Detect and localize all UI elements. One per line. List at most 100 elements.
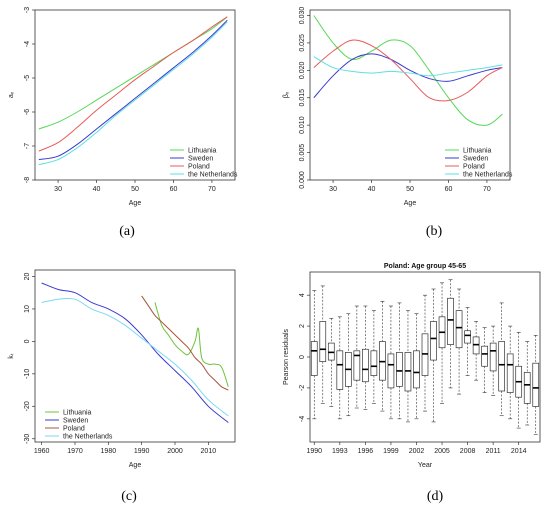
x-tick-label: 2000 xyxy=(167,448,183,455)
x-tick-label: 30 xyxy=(329,186,337,193)
x-tick-label: 1990 xyxy=(306,448,322,455)
x-tick-label: 50 xyxy=(131,186,139,193)
plot-frame xyxy=(34,9,236,181)
box-body xyxy=(336,350,344,390)
box-1998 xyxy=(379,301,386,412)
box-body xyxy=(481,345,488,367)
x-tick-label: 1970 xyxy=(67,448,83,455)
box-1997 xyxy=(370,310,378,404)
series-line-poland xyxy=(38,16,228,152)
box-2011 xyxy=(489,325,497,396)
y-tick-label: -10 xyxy=(24,369,31,379)
box-body xyxy=(447,297,454,345)
legend-label: Lithuania xyxy=(63,410,92,417)
x-tick-label: 40 xyxy=(93,186,101,193)
legend-label: Poland xyxy=(63,426,85,433)
box-2003 xyxy=(421,294,429,412)
caption-b: (b) xyxy=(425,224,443,239)
box-2015 xyxy=(523,341,531,426)
series-line-the-netherlands xyxy=(41,297,229,417)
series-line-sweden xyxy=(41,282,229,423)
box-1991 xyxy=(319,285,327,404)
box-body xyxy=(498,341,505,392)
box-body xyxy=(310,341,318,376)
x-tick-label: 60 xyxy=(445,186,453,193)
series-line-lithuania xyxy=(154,302,229,387)
y-tick-label: 10 xyxy=(24,305,31,313)
box-body xyxy=(353,350,361,381)
legend-label: Sweden xyxy=(463,156,488,163)
series-line-sweden xyxy=(38,19,228,161)
box-body xyxy=(362,348,369,383)
y-tick-label: 0.015 xyxy=(299,89,306,107)
x-axis-label: Age xyxy=(129,462,142,469)
box-1993 xyxy=(336,316,344,420)
series-line-sweden xyxy=(313,53,503,99)
x-tick-label: 2010 xyxy=(201,448,217,455)
y-axis-label: aₓ xyxy=(8,91,15,98)
box-body xyxy=(455,310,463,349)
panel-a: 30 40 50 60 70 -8 -7 -6 -5 -4 -3 Age aₓ Lithuania Swed… xyxy=(0,0,275,215)
y-tick-label: 4 xyxy=(299,293,306,297)
legend-label: Lithuania xyxy=(463,148,492,155)
box-1999 xyxy=(387,305,395,420)
y-tick-label: 0.030 xyxy=(299,7,306,25)
y-tick-label: 0.000 xyxy=(299,171,306,189)
box-body xyxy=(396,352,403,387)
y-tick-label: 2 xyxy=(299,324,306,328)
y-tick-label: 0.010 xyxy=(299,116,306,134)
box-1996 xyxy=(362,305,369,410)
box-1995 xyxy=(353,305,361,409)
y-axis-label: Pearson residuals xyxy=(283,328,290,385)
y-tick-label: -20 xyxy=(24,401,31,411)
y-tick-label: -4 xyxy=(299,416,306,422)
box-body xyxy=(430,321,437,361)
x-tick-label: 50 xyxy=(406,186,414,193)
chart-a: 30 40 50 60 70 -8 -7 -6 -5 -4 -3 Age aₓ LithuaniaSwed… xyxy=(8,7,238,207)
legend-label: Lithuania xyxy=(188,148,217,155)
panel-b: 30 40 50 60 70 0.000 0.005 0.010 0.015 0.020 0.025… xyxy=(275,0,550,215)
y-tick-label: -6 xyxy=(24,109,31,115)
legend-label: Poland xyxy=(463,164,485,171)
box-body xyxy=(464,330,471,344)
x-tick-label: 1999 xyxy=(383,448,399,455)
y-axis-label: kₜ xyxy=(8,353,15,359)
caption-c: (c) xyxy=(121,489,137,504)
box-2014 xyxy=(515,331,523,429)
x-tick-label: 70 xyxy=(483,186,491,193)
x-tick-label: 60 xyxy=(170,186,178,193)
box-body xyxy=(523,372,531,404)
box-2007 xyxy=(455,288,463,395)
x-axis-label: Age xyxy=(404,200,417,207)
series-line-the-netherlands xyxy=(38,21,228,166)
caption-a: (a) xyxy=(119,224,135,239)
caption-d: (d) xyxy=(426,489,444,504)
legend-label: the Netherlands xyxy=(63,434,113,441)
y-tick-label: -7 xyxy=(24,143,31,149)
x-tick-label: 1980 xyxy=(101,448,117,455)
y-tick-label: -30 xyxy=(24,434,31,444)
x-tick-label: 30 xyxy=(54,186,62,193)
legend-label: Poland xyxy=(188,164,210,171)
y-tick-label: 20 xyxy=(24,272,31,280)
x-tick-label: 2008 xyxy=(460,448,476,455)
legend-label: Sweden xyxy=(188,156,213,163)
x-axis-label: Age xyxy=(129,200,142,207)
chart-d: Poland: Age group 45-65 -4 -2 0 2 4 1990 1993 19… xyxy=(283,263,541,469)
box-body xyxy=(370,350,378,376)
box-body xyxy=(413,350,420,389)
x-tick-label: 70 xyxy=(208,186,216,193)
chart-b: 30 40 50 60 70 0.000 0.005 0.010 0.015 0.020 0.025… xyxy=(283,7,513,207)
box-2001 xyxy=(404,310,412,423)
plot-frame xyxy=(309,9,511,181)
box-2000 xyxy=(396,302,403,420)
x-tick-label: 1996 xyxy=(358,448,374,455)
box-2012 xyxy=(498,302,505,417)
series-line-poland xyxy=(313,39,503,102)
box-2005 xyxy=(438,282,446,404)
box-2008 xyxy=(464,307,471,376)
box-body xyxy=(532,362,540,407)
chart-title: Poland: Age group 45-65 xyxy=(384,263,466,270)
y-tick-label: -3 xyxy=(24,7,31,13)
x-axis-label: Year xyxy=(418,462,433,469)
